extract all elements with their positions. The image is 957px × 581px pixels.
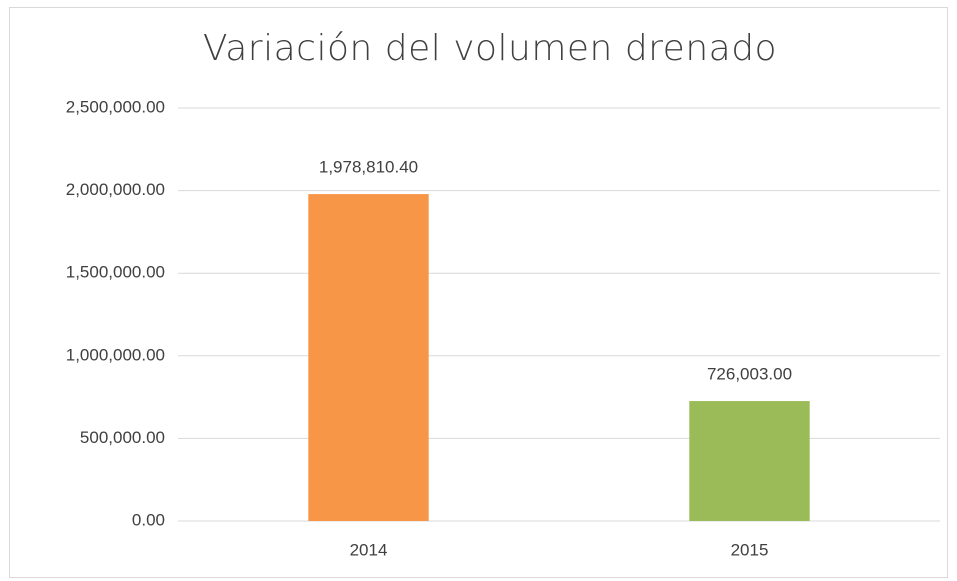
y-tick-label: 2,000,000.00	[66, 180, 165, 199]
data-label: 1,978,810.40	[319, 158, 418, 177]
y-tick-label: 2,500,000.00	[66, 97, 165, 116]
x-tick-label: 2014	[350, 540, 388, 559]
bar	[308, 194, 429, 521]
y-tick-label: 1,500,000.00	[66, 263, 165, 282]
y-tick-label: 1,000,000.00	[66, 345, 165, 364]
x-tick-label: 2015	[731, 540, 769, 559]
y-tick-label: 500,000.00	[80, 428, 165, 447]
y-tick-label: 0.00	[132, 510, 165, 529]
bar	[689, 401, 810, 521]
data-label: 726,003.00	[707, 365, 792, 384]
chart-title: Variación del volumen drenado	[203, 28, 777, 69]
